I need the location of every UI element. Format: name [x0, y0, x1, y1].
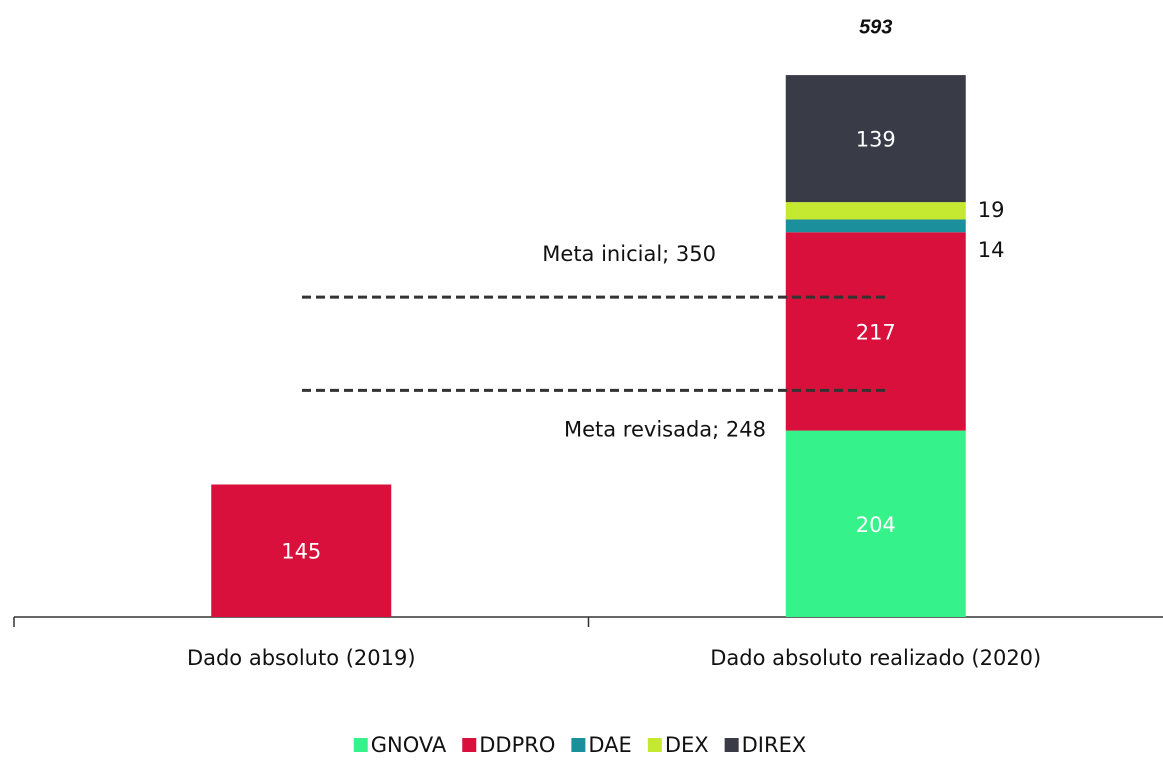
- legend-swatch: [571, 738, 586, 752]
- legend-label: GNOVA: [371, 733, 447, 757]
- bar-segment: [785, 219, 966, 233]
- reference-label: Meta revisada; 248: [564, 417, 766, 441]
- bar-segment: [785, 430, 966, 617]
- value-label: 145: [281, 540, 321, 564]
- legend-swatch: [724, 738, 739, 752]
- legend-label: DDPRO: [479, 733, 555, 757]
- x-tick-label: Dado absoluto (2019): [187, 646, 416, 670]
- value-label: 14: [978, 238, 1005, 262]
- bar-segment: [785, 232, 966, 431]
- value-label: 19: [978, 198, 1005, 222]
- bar-segment: [211, 484, 392, 617]
- bar-segment: [785, 202, 966, 220]
- value-label: 139: [856, 128, 896, 152]
- total-label: 593: [859, 16, 892, 38]
- x-tick-label: Dado absoluto realizado (2020): [710, 646, 1041, 670]
- legend-label: DEX: [665, 733, 709, 757]
- reference-label: Meta inicial; 350: [542, 242, 716, 266]
- legend-swatch: [462, 738, 477, 752]
- legend-swatch: [353, 738, 368, 752]
- legend-label: DIREX: [742, 733, 807, 757]
- legend-label: DAE: [588, 733, 631, 757]
- value-label: 204: [856, 513, 896, 537]
- bar-segment: [785, 75, 966, 203]
- legend-swatch: [647, 738, 662, 752]
- value-label: 217: [856, 320, 896, 344]
